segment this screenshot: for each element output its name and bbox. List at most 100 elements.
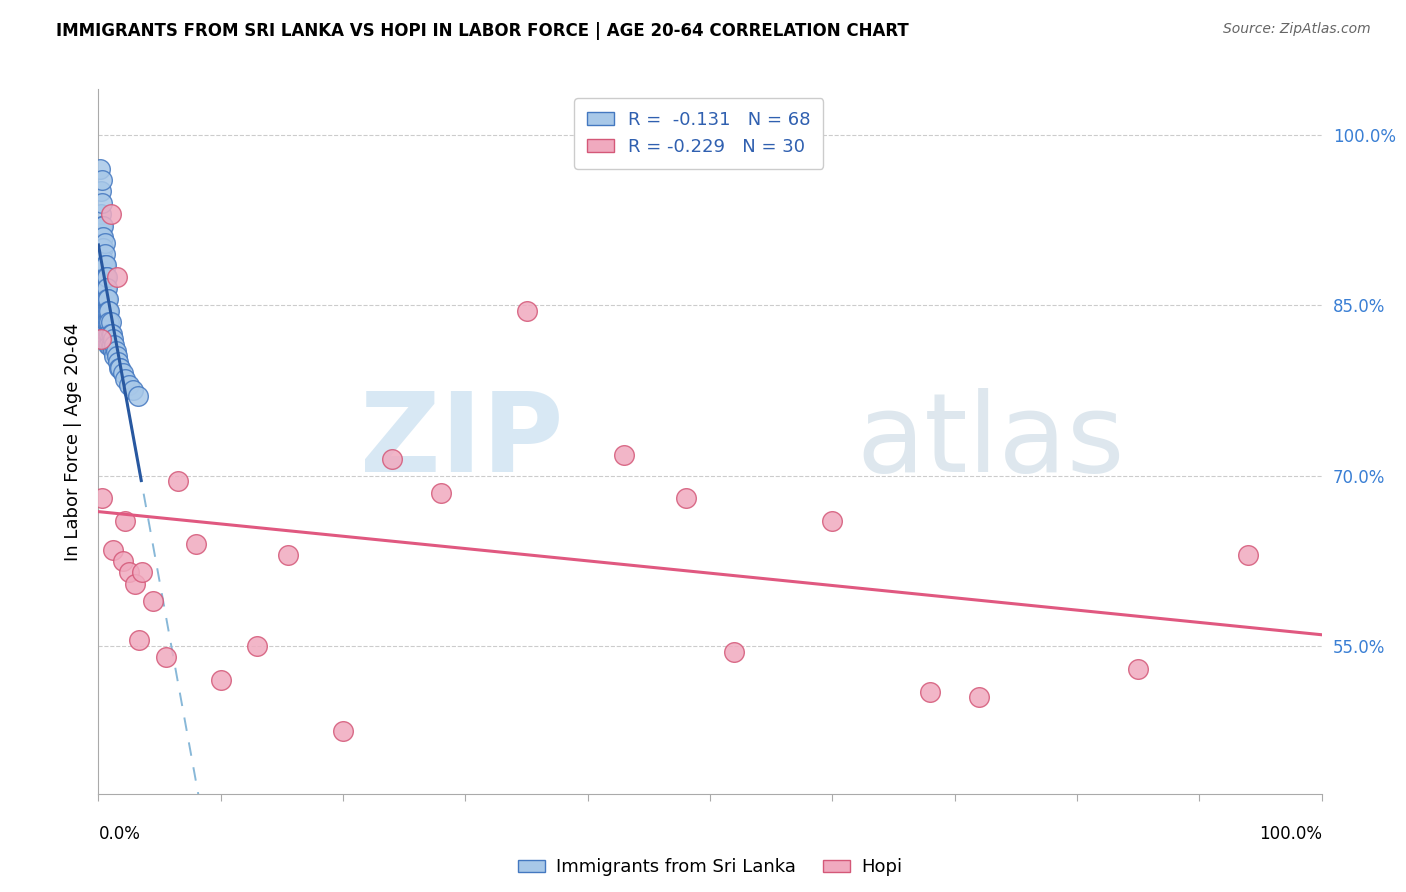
Point [90, 332, 112, 346]
Point [97, 338, 120, 352]
Point [91, 252, 114, 267]
Point [91, 173, 114, 187]
Point [967, 690, 990, 705]
Point [91, 219, 114, 233]
Text: 0.0%: 0.0% [98, 825, 141, 843]
Point [821, 514, 844, 528]
Point [103, 349, 125, 363]
Point [94, 293, 117, 307]
Point [96, 303, 118, 318]
Point [100, 338, 122, 352]
Point [93, 258, 115, 272]
Point [124, 576, 146, 591]
Point [105, 349, 128, 363]
Point [118, 377, 141, 392]
Point [94, 303, 117, 318]
Point [90, 230, 112, 244]
Point [111, 554, 134, 568]
Point [675, 491, 697, 506]
Point [101, 332, 124, 346]
Point [105, 269, 128, 284]
Point [209, 673, 232, 688]
Point [100, 207, 122, 221]
Point [91, 195, 114, 210]
Point [142, 593, 165, 607]
Point [97, 303, 120, 318]
Point [91, 230, 114, 244]
Text: IMMIGRANTS FROM SRI LANKA VS HOPI IN LABOR FORCE | AGE 20-64 CORRELATION CHART: IMMIGRANTS FROM SRI LANKA VS HOPI IN LAB… [56, 22, 910, 40]
Point [96, 293, 118, 307]
Point [90, 185, 112, 199]
Point [98, 315, 121, 329]
Point [108, 360, 131, 375]
Point [91, 241, 114, 255]
Point [110, 360, 132, 375]
Point [430, 485, 453, 500]
Point [101, 542, 124, 557]
Point [93, 247, 115, 261]
Point [91, 264, 114, 278]
Point [91, 276, 114, 290]
Point [114, 514, 136, 528]
Point [96, 315, 118, 329]
Point [246, 639, 269, 653]
Point [277, 548, 299, 562]
Point [91, 230, 114, 244]
Point [93, 269, 115, 284]
Point [114, 372, 136, 386]
Point [723, 645, 745, 659]
Point [93, 235, 115, 250]
Point [97, 326, 120, 341]
Point [186, 537, 208, 551]
Point [131, 566, 153, 580]
Y-axis label: In Labor Force | Age 20-64: In Labor Force | Age 20-64 [63, 322, 82, 561]
Point [100, 315, 122, 329]
Point [515, 303, 537, 318]
Point [1237, 548, 1260, 562]
Point [91, 219, 114, 233]
Point [93, 293, 115, 307]
Point [332, 724, 354, 739]
Point [101, 338, 124, 352]
Text: 100.0%: 100.0% [1258, 825, 1322, 843]
Point [613, 448, 636, 462]
Legend: Immigrants from Sri Lanka, Hopi: Immigrants from Sri Lanka, Hopi [510, 851, 910, 883]
Point [91, 298, 114, 312]
Point [97, 293, 120, 307]
Point [1128, 662, 1150, 676]
Point [94, 258, 117, 272]
Text: ZIP: ZIP [360, 388, 564, 495]
Point [111, 367, 134, 381]
Point [94, 281, 117, 295]
Point [97, 315, 120, 329]
Point [128, 633, 150, 648]
Point [93, 303, 115, 318]
Point [155, 650, 177, 665]
Point [104, 343, 127, 358]
Point [93, 315, 115, 329]
Point [96, 281, 118, 295]
Point [167, 475, 190, 489]
Point [101, 326, 124, 341]
Point [121, 384, 143, 398]
Point [91, 310, 114, 324]
Point [93, 326, 115, 341]
Point [381, 451, 404, 466]
Point [101, 343, 124, 358]
Point [93, 281, 115, 295]
Text: Source: ZipAtlas.com: Source: ZipAtlas.com [1223, 22, 1371, 37]
Point [118, 566, 141, 580]
Point [127, 389, 149, 403]
Point [89, 161, 111, 176]
Point [107, 355, 129, 369]
Point [100, 326, 122, 341]
Point [91, 286, 114, 301]
Point [96, 269, 118, 284]
Point [91, 252, 114, 267]
Point [91, 241, 114, 255]
Point [103, 338, 125, 352]
Point [96, 326, 118, 341]
Point [920, 684, 942, 698]
Point [91, 491, 114, 506]
Point [90, 207, 112, 221]
